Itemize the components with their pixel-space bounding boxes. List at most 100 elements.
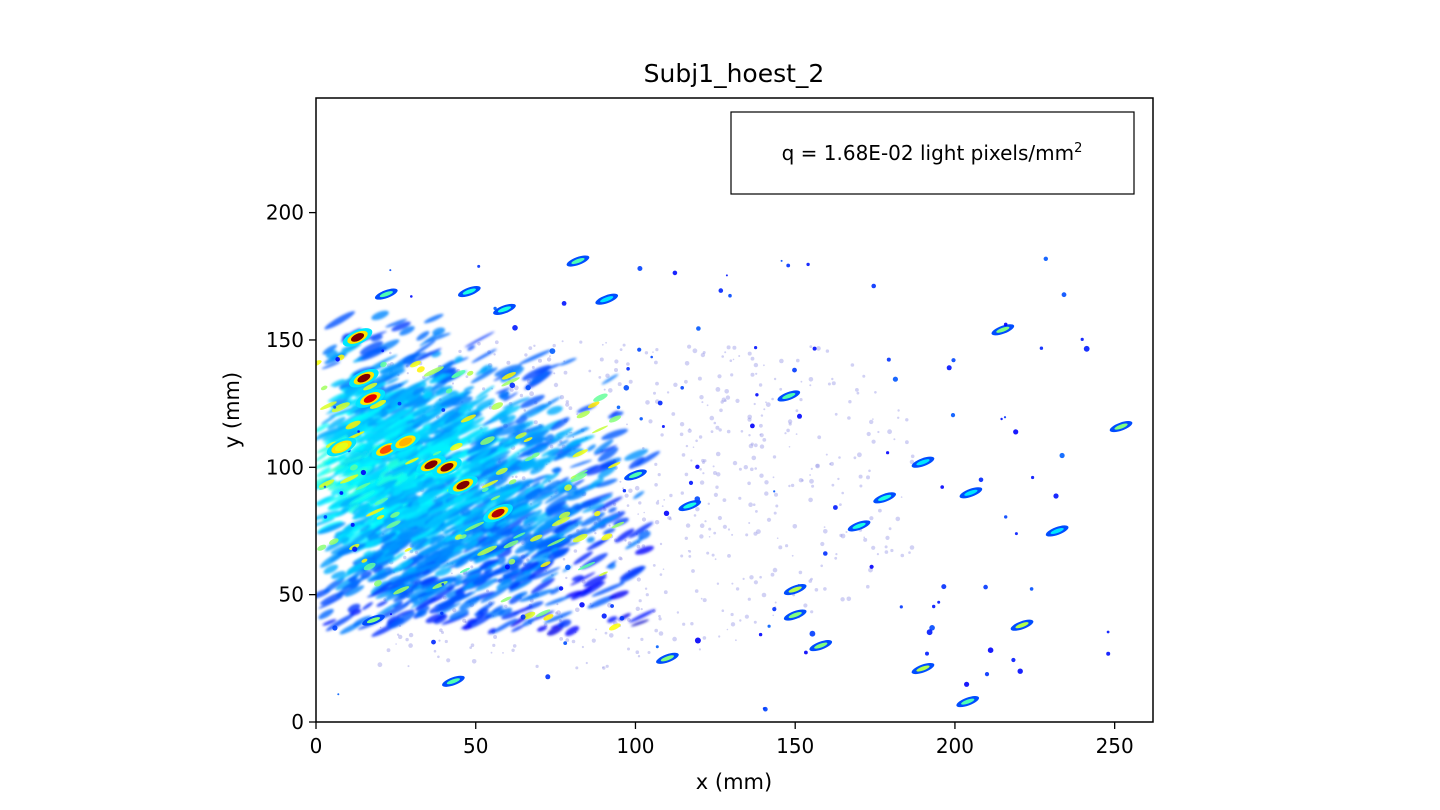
cloud-mark xyxy=(538,540,572,554)
cloud-mark xyxy=(390,570,422,586)
speckle-mark xyxy=(702,351,706,354)
cloud-mark xyxy=(385,426,408,439)
annotation-text: q = 1.68E-02 light pixels/mm2 xyxy=(782,141,1083,165)
cloud-mark xyxy=(372,565,384,574)
speckle-mark xyxy=(642,447,645,450)
cloud-mark xyxy=(407,562,442,575)
speckle-mark xyxy=(840,597,845,602)
cloud-mark xyxy=(449,609,469,620)
streak-mark xyxy=(530,534,543,542)
speckle-mark xyxy=(759,433,764,438)
cloud-mark xyxy=(431,373,446,382)
streak-mark xyxy=(524,456,534,462)
y-tick-label: 150 xyxy=(266,328,304,352)
speckle-mark xyxy=(572,436,575,438)
dot-mark xyxy=(637,266,643,271)
speckle-mark xyxy=(570,431,573,434)
speckle-mark xyxy=(588,369,592,373)
speckle-mark xyxy=(561,340,564,343)
speckle-mark xyxy=(774,601,777,604)
cloud-mark xyxy=(480,450,511,467)
cloud-mark xyxy=(507,432,519,439)
speckle-mark xyxy=(511,475,514,478)
speckle-mark xyxy=(684,361,690,366)
speckle-mark xyxy=(751,455,757,461)
dot-mark xyxy=(637,347,642,352)
speckle-mark xyxy=(817,435,822,440)
speckle-mark xyxy=(441,631,444,634)
speckle-mark xyxy=(581,579,586,584)
speckle-mark xyxy=(667,516,671,520)
dot-mark xyxy=(339,491,344,495)
dot-mark xyxy=(509,382,516,389)
y-axis: 0 50 100 150 200 xyxy=(266,201,316,734)
dot-mark xyxy=(892,376,899,382)
plot-frame xyxy=(315,97,1154,723)
streak-mark xyxy=(572,533,588,543)
cloud-mark xyxy=(340,536,350,544)
speckle-mark xyxy=(602,666,606,670)
dot-mark xyxy=(797,413,802,419)
cloud-mark xyxy=(475,367,488,376)
speckle-mark xyxy=(627,647,630,651)
dot-mark xyxy=(623,385,630,391)
speckle-mark xyxy=(771,397,774,401)
speckle-mark xyxy=(641,544,646,548)
speckle-mark xyxy=(638,501,642,505)
cloud-mark xyxy=(502,397,531,409)
blob-mark xyxy=(493,303,516,315)
speckle-mark xyxy=(717,515,723,521)
cloud-mark xyxy=(482,454,494,462)
cloud-mark xyxy=(323,564,339,574)
cloud-mark xyxy=(459,596,481,611)
dot-mark xyxy=(493,306,497,311)
cloud-mark xyxy=(381,383,404,393)
streak-mark xyxy=(480,436,495,445)
streak-mark xyxy=(570,473,588,482)
cloud-mark xyxy=(359,341,384,355)
speckle-mark xyxy=(464,620,467,624)
cloud-mark xyxy=(379,532,397,544)
speckle-mark xyxy=(840,533,846,539)
speckle-mark xyxy=(738,355,741,357)
cloud-mark xyxy=(628,521,654,539)
speckle-mark xyxy=(552,343,556,348)
streak-mark xyxy=(503,540,519,549)
dot-mark xyxy=(792,367,797,373)
cloud-mark xyxy=(399,326,415,336)
speckle-mark xyxy=(546,357,552,362)
speckle-mark xyxy=(645,593,649,597)
speckle-mark xyxy=(406,372,409,375)
cloud-mark xyxy=(349,609,362,616)
streak-mark xyxy=(374,580,382,587)
dot-mark xyxy=(940,485,944,489)
dot-mark xyxy=(579,602,585,608)
streak-mark xyxy=(501,371,516,380)
dot-mark xyxy=(332,625,338,631)
streak-mark xyxy=(501,377,520,387)
speckle-mark xyxy=(585,661,588,665)
blob-core xyxy=(964,489,978,496)
streak-mark xyxy=(445,388,453,394)
dot-mark xyxy=(431,639,436,645)
speckle-mark xyxy=(504,604,508,608)
cloud-mark xyxy=(418,541,446,557)
dot-mark xyxy=(937,600,941,604)
cloud-mark xyxy=(353,553,375,563)
speckle-mark xyxy=(659,542,663,546)
cloud-mark xyxy=(328,405,361,417)
speckle-mark xyxy=(726,345,731,350)
speckle-mark xyxy=(695,439,698,443)
speckle-mark xyxy=(724,351,727,354)
dot-mark xyxy=(1029,587,1034,591)
speckle-mark xyxy=(661,505,664,507)
speckle-mark xyxy=(825,349,830,353)
speckle-mark xyxy=(808,579,813,583)
cloud-mark xyxy=(472,573,494,585)
speckle-mark xyxy=(721,355,724,358)
streak-mark xyxy=(423,366,444,377)
blob-core xyxy=(1050,527,1064,535)
cloud-mark xyxy=(437,602,461,616)
speckle-mark xyxy=(759,473,764,478)
speckle-mark xyxy=(602,666,604,669)
